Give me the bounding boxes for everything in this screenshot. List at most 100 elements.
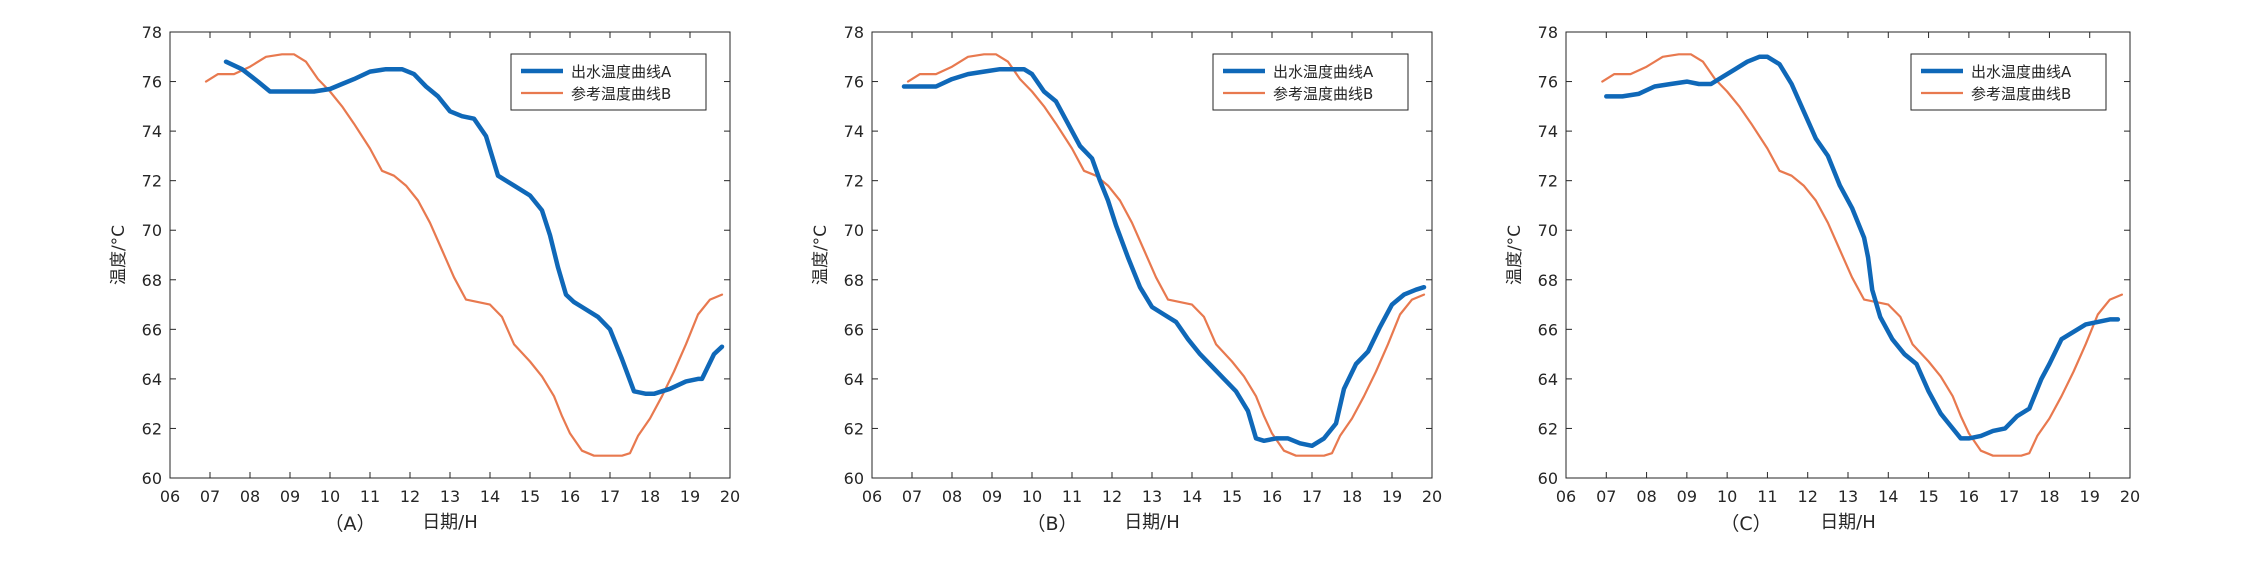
y-tick-label: 78 xyxy=(1538,23,1558,42)
y-tick-label: 74 xyxy=(1538,122,1558,141)
series-line-b xyxy=(906,53,1426,457)
x-tick-label: 14 xyxy=(480,487,500,506)
y-tick-label: 60 xyxy=(844,469,864,488)
y-axis-label: 温度/°C xyxy=(1505,225,1525,285)
x-tick-label: 18 xyxy=(1342,487,1362,506)
legend: 出水温度曲线A 参考温度曲线B xyxy=(1212,53,1409,111)
y-tick-label: 60 xyxy=(142,469,162,488)
x-tick-label: 16 xyxy=(560,487,580,506)
y-tick-label: 74 xyxy=(844,122,864,141)
y-tick-label: 74 xyxy=(142,122,162,141)
x-tick-label: 08 xyxy=(240,487,260,506)
y-tick-label: 66 xyxy=(844,320,864,339)
x-tick-label: 18 xyxy=(640,487,660,506)
x-tick-label: 07 xyxy=(1596,487,1616,506)
y-tick-label: 72 xyxy=(142,172,162,191)
y-tick-label: 60 xyxy=(1538,469,1558,488)
y-tick-label: 66 xyxy=(1538,320,1558,339)
x-tick-label: 09 xyxy=(1677,487,1697,506)
panel-label: （C） xyxy=(1720,513,1771,535)
legend-label-b: 参考温度曲线B xyxy=(1273,85,1373,103)
x-tick-label: 17 xyxy=(1302,487,1322,506)
x-tick-label: 14 xyxy=(1182,487,1202,506)
x-tick-label: 09 xyxy=(280,487,300,506)
legend-box xyxy=(1910,53,2107,111)
panel-label: （A） xyxy=(325,513,376,535)
y-axis-label: 温度/°C xyxy=(109,225,129,285)
x-axis-label: 日期/H xyxy=(1124,512,1180,533)
x-axis-label: 日期/H xyxy=(1820,512,1876,533)
x-tick-label: 14 xyxy=(1878,487,1898,506)
series-line-a xyxy=(901,66,1427,449)
x-tick-label: 06 xyxy=(862,487,882,506)
x-tick-label: 10 xyxy=(1022,487,1042,506)
y-axis-label: 温度/°C xyxy=(811,225,831,285)
legend: 出水温度曲线A 参考温度曲线B xyxy=(1910,53,2107,111)
y-tick-label: 64 xyxy=(142,370,162,389)
x-tick-label: 18 xyxy=(2039,487,2059,506)
y-tick-label: 62 xyxy=(1538,419,1558,438)
x-tick-label: 11 xyxy=(1757,487,1777,506)
y-tick-label: 66 xyxy=(142,320,162,339)
x-tick-label: 13 xyxy=(1838,487,1858,506)
y-tick-label: 70 xyxy=(142,221,162,240)
y-tick-label: 78 xyxy=(142,23,162,42)
x-tick-label: 10 xyxy=(320,487,340,506)
x-tick-label: 07 xyxy=(200,487,220,506)
x-tick-label: 15 xyxy=(1222,487,1242,506)
series-line-b xyxy=(1601,53,2123,457)
x-tick-label: 20 xyxy=(1422,487,1442,506)
x-tick-label: 11 xyxy=(360,487,380,506)
x-tick-label: 06 xyxy=(1556,487,1576,506)
y-tick-label: 72 xyxy=(1538,172,1558,191)
legend-label-b: 参考温度曲线B xyxy=(1971,85,2071,103)
y-tick-label: 72 xyxy=(844,172,864,191)
series-line-b xyxy=(204,53,724,457)
legend-label-a: 出水温度曲线A xyxy=(571,63,672,81)
chart-panel-1: 06 07 08 09 10 11 12 13 14 15 16 17 18 19 20 60 62 64 66 68… xyxy=(109,23,740,535)
x-tick-label: 08 xyxy=(942,487,962,506)
legend-label-b: 参考温度曲线B xyxy=(571,85,671,103)
series-line-a xyxy=(1604,54,2121,441)
x-tick-label: 08 xyxy=(1636,487,1656,506)
y-tick-label: 62 xyxy=(844,419,864,438)
x-tick-label: 09 xyxy=(982,487,1002,506)
x-tick-label: 12 xyxy=(1798,487,1818,506)
legend-label-a: 出水温度曲线A xyxy=(1971,63,2072,81)
y-tick-label: 78 xyxy=(844,23,864,42)
x-tick-label: 06 xyxy=(160,487,180,506)
legend-box xyxy=(510,53,707,111)
panel-label: （B） xyxy=(1026,513,1077,535)
x-tick-label: 19 xyxy=(2080,487,2100,506)
y-tick-label: 64 xyxy=(1538,370,1558,389)
x-tick-label: 20 xyxy=(720,487,740,506)
x-tick-label: 11 xyxy=(1062,487,1082,506)
x-tick-label: 13 xyxy=(1142,487,1162,506)
x-tick-label: 07 xyxy=(902,487,922,506)
y-tick-label: 64 xyxy=(844,370,864,389)
y-tick-label: 68 xyxy=(1538,271,1558,290)
chart-panel-2: 06 07 08 09 10 11 12 13 14 15 16 17 18 19 20 60 62 64 66 68… xyxy=(811,23,1442,535)
legend-label-a: 出水温度曲线A xyxy=(1273,63,1374,81)
x-tick-label: 16 xyxy=(1262,487,1282,506)
y-tick-label: 70 xyxy=(1538,221,1558,240)
legend: 出水温度曲线A 参考温度曲线B xyxy=(510,53,707,111)
x-tick-label: 17 xyxy=(600,487,620,506)
y-tick-label: 68 xyxy=(844,271,864,290)
x-tick-label: 12 xyxy=(400,487,420,506)
x-axis-label: 日期/H xyxy=(422,512,478,533)
y-tick-label: 76 xyxy=(844,73,864,92)
x-tick-label: 15 xyxy=(520,487,540,506)
x-tick-label: 12 xyxy=(1102,487,1122,506)
y-tick-label: 70 xyxy=(844,221,864,240)
y-tick-label: 76 xyxy=(142,73,162,92)
x-tick-label: 10 xyxy=(1717,487,1737,506)
x-tick-label: 16 xyxy=(1959,487,1979,506)
x-tick-label: 13 xyxy=(440,487,460,506)
x-tick-label: 19 xyxy=(1382,487,1402,506)
x-tick-label: 20 xyxy=(2120,487,2140,506)
y-tick-label: 68 xyxy=(142,271,162,290)
y-tick-label: 76 xyxy=(1538,73,1558,92)
